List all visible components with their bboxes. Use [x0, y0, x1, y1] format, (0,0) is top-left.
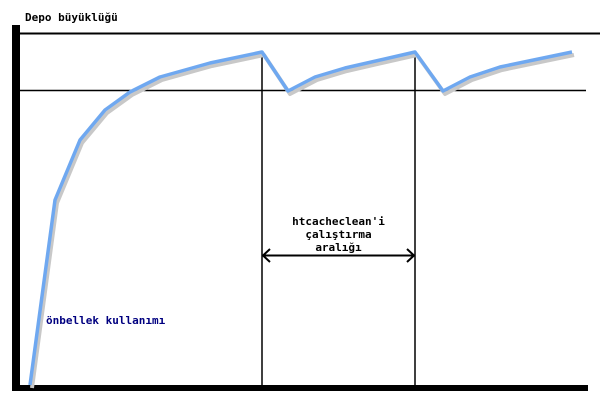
x-axis — [12, 385, 588, 391]
arrow-left-icon — [261, 248, 271, 263]
interval-label-line: htcacheclean'i — [292, 215, 385, 228]
y-axis-label: Depo büyüklüğü — [25, 11, 118, 24]
arrow-right-icon — [406, 248, 416, 263]
interval-label: htcacheclean'i çalıştırma aralığı — [262, 215, 415, 254]
cache-usage-curve — [28, 50, 573, 386]
interval-label-line: aralığı — [315, 241, 362, 254]
y-axis — [12, 25, 20, 391]
usage-label: önbellek kullanımı — [46, 314, 166, 327]
interval-label-line: çalıştırma — [305, 228, 372, 241]
